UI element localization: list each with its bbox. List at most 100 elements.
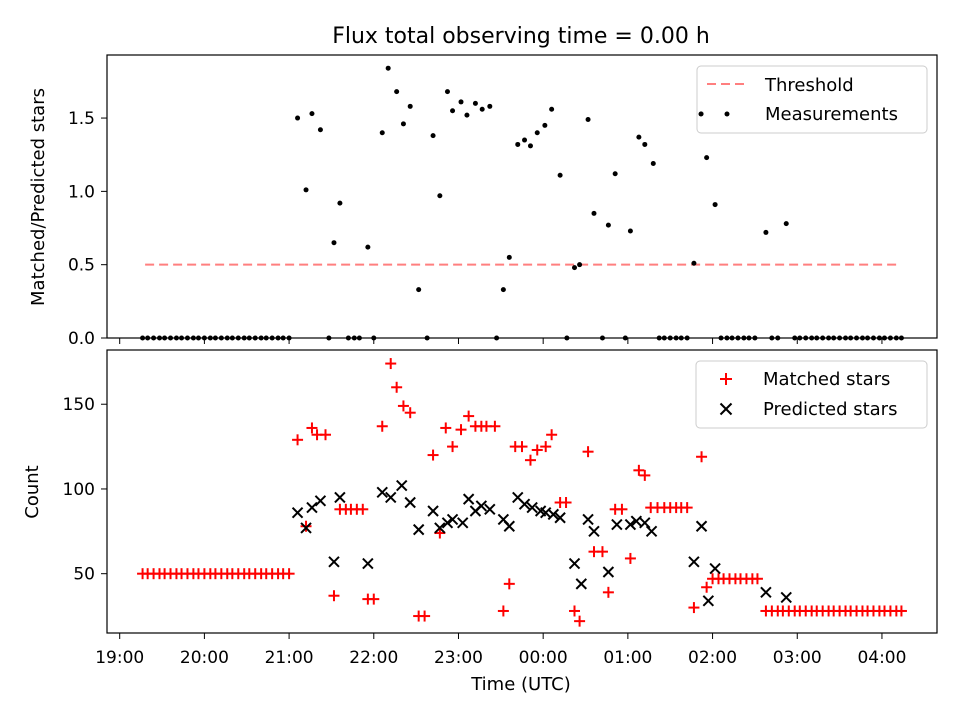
predicted-point-b	[630, 515, 643, 527]
bottom-x-tick-label: 23:00	[434, 648, 483, 668]
matched-point	[681, 502, 693, 514]
measurement-point	[464, 112, 470, 118]
predicted-point	[328, 556, 340, 568]
legend-measurements-marker	[724, 111, 730, 117]
predicted-point-b	[695, 520, 708, 532]
matched-point	[306, 422, 318, 434]
predicted-point-b	[396, 479, 408, 492]
measurement-point	[379, 130, 385, 136]
measurement-point	[650, 161, 656, 167]
measurement-point	[331, 240, 337, 246]
matched-point	[574, 615, 586, 627]
bottom-x-tick-label: 02:00	[688, 648, 737, 668]
matched-point	[497, 605, 509, 617]
measurement-point	[479, 106, 485, 112]
bottom-x-tick-label: 00:00	[519, 648, 568, 668]
matched-point	[639, 469, 651, 481]
predicted-point-b	[611, 518, 623, 531]
matched-point	[688, 602, 700, 614]
predicted-point	[404, 496, 416, 509]
matched-point	[300, 520, 312, 532]
predicted-point	[412, 523, 425, 536]
predicted-point-b	[475, 500, 488, 512]
measurement-point	[704, 155, 710, 161]
predicted-point-b	[434, 522, 446, 534]
predicted-point	[695, 520, 708, 532]
measurement-point	[487, 103, 493, 109]
predicted-point-b	[404, 496, 416, 509]
matched-point	[404, 407, 416, 419]
top-panel: 0.0 0.5 1.0 1.5 Matched/Predicted stars Thr…	[28, 54, 938, 349]
matched-point	[463, 410, 475, 422]
predicted-point	[446, 513, 459, 526]
predicted-point-b	[526, 501, 538, 514]
bottom-x-tick-label: 21:00	[265, 648, 314, 668]
matched-point	[427, 449, 439, 461]
legend-predicted-marker	[719, 402, 733, 416]
predicted-point	[376, 486, 388, 499]
measurement-point	[642, 141, 648, 147]
predicted-point	[568, 557, 581, 570]
measurement-point	[407, 103, 413, 109]
predicted-point	[624, 518, 637, 531]
bottom-x-tick-label: 20:00	[180, 648, 229, 668]
bottom-x-tick-label: 19:00	[95, 648, 144, 668]
measurement-point	[337, 200, 343, 206]
matched-point	[582, 446, 594, 458]
predicted-point-b	[702, 595, 715, 607]
bottom-x-axis: 19:00 20:00 21:00 22:00 23:00 00:00 01:00 02:00…	[95, 633, 906, 668]
top-y-axis: 0.0 0.5 1.0 1.5	[68, 109, 107, 349]
predicted-point-b	[306, 501, 318, 514]
matched-point	[489, 420, 501, 432]
matched-point	[633, 464, 645, 476]
legend-predicted-cross-b	[719, 402, 733, 416]
predicted-point	[314, 495, 327, 507]
predicted-point	[396, 479, 408, 492]
predicted-point-b	[518, 498, 531, 510]
matched-point	[328, 590, 340, 602]
predicted-point-b	[462, 493, 475, 505]
predicted-point	[611, 518, 623, 531]
matched-point	[419, 610, 431, 622]
bottom-legend: Matched stars Predicted stars	[695, 360, 928, 429]
predicted-point-b	[334, 491, 346, 504]
predicted-point-b	[575, 578, 587, 590]
predicted-point	[462, 493, 475, 505]
measurement-point	[605, 222, 611, 228]
predicted-point-b	[709, 562, 721, 575]
matched-point	[357, 503, 369, 515]
matched-point	[283, 568, 295, 580]
predicted-point-b	[639, 517, 651, 529]
matched-point	[624, 552, 636, 564]
bottom-y-label: Count	[22, 465, 43, 518]
predicted-point	[457, 517, 469, 529]
predicted-point-b	[314, 495, 327, 507]
matched-point	[540, 441, 552, 453]
top-plot-frame	[106, 54, 938, 339]
legend-matched-label: Matched stars	[763, 369, 890, 390]
bottom-x-tick-label: 03:00	[773, 648, 822, 668]
matched-point	[696, 451, 708, 463]
matched-point	[616, 503, 628, 515]
predicted-point	[709, 562, 721, 575]
matched-point	[368, 593, 380, 605]
measurement-point	[549, 106, 555, 112]
top-y-tick-label: 1.0	[68, 182, 95, 202]
predicted-point	[306, 501, 318, 514]
predicted-point	[518, 498, 531, 510]
matched-point	[440, 422, 452, 434]
predicted-point	[688, 556, 700, 568]
matched-point	[455, 424, 467, 436]
predicted-point-b	[427, 505, 439, 517]
matched-point	[560, 497, 572, 509]
predicted-point-b	[624, 518, 637, 531]
predicted-point	[575, 578, 587, 590]
measurement-point	[557, 172, 563, 178]
predicted-point-b	[645, 525, 658, 538]
predicted-point-b	[497, 513, 510, 526]
measurement-point	[763, 229, 769, 235]
bottom-x-tick-label: 04:00	[857, 648, 906, 668]
measurement-point	[577, 262, 583, 268]
measurement-point	[542, 122, 548, 128]
predicted-point-b	[582, 513, 594, 526]
